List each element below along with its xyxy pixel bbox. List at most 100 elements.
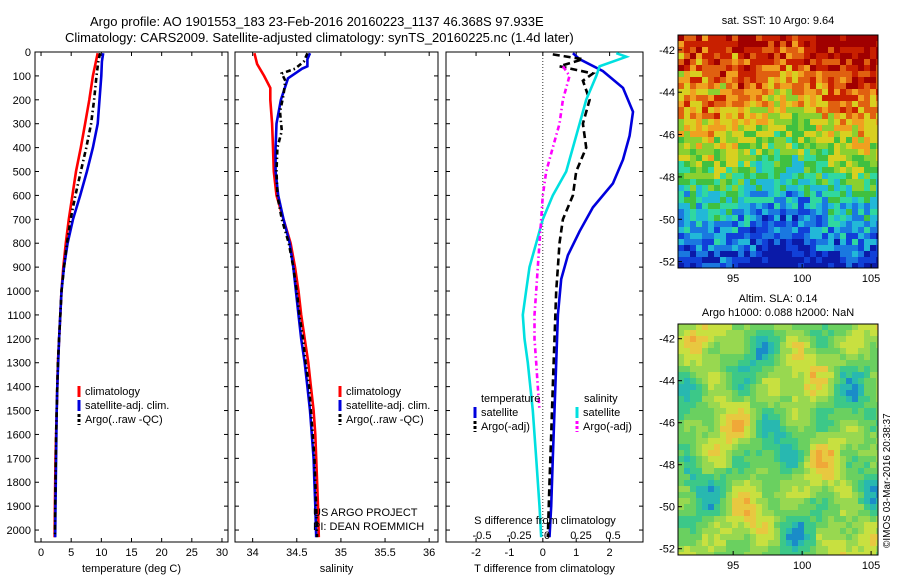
map-cell xyxy=(822,528,828,534)
map-cell xyxy=(798,444,804,450)
map-cell xyxy=(690,65,696,71)
map-cell xyxy=(744,390,750,396)
map-cell xyxy=(792,420,798,426)
map-cell xyxy=(708,71,714,77)
map-cell xyxy=(840,101,846,107)
map-cell xyxy=(870,131,876,137)
map-cell xyxy=(744,438,750,444)
map-cell xyxy=(714,101,720,107)
map-cell xyxy=(810,366,816,372)
map-cell xyxy=(708,342,714,348)
map-cell xyxy=(714,137,720,143)
map-cell xyxy=(858,35,864,41)
map-cell xyxy=(678,107,684,113)
map-cell xyxy=(696,221,702,227)
map-cell xyxy=(696,546,702,552)
map-cell xyxy=(792,510,798,516)
map-cell xyxy=(720,372,726,378)
map-cell xyxy=(786,330,792,336)
map-cell xyxy=(690,203,696,209)
map-cell xyxy=(768,384,774,390)
map-cell xyxy=(834,161,840,167)
map-cell xyxy=(678,257,684,263)
map-cell xyxy=(804,540,810,546)
map-cell xyxy=(852,113,858,119)
map-cell xyxy=(750,342,756,348)
map-cell xyxy=(840,354,846,360)
map-cell xyxy=(762,348,768,354)
map-cell xyxy=(768,65,774,71)
map-cell xyxy=(798,53,804,59)
map-cell xyxy=(858,360,864,366)
map-cell xyxy=(870,113,876,119)
x-tick-label: 15 xyxy=(125,547,137,559)
map-cell xyxy=(702,233,708,239)
map-cell xyxy=(828,143,834,149)
map-cell xyxy=(858,348,864,354)
map-cell xyxy=(702,197,708,203)
map-cell xyxy=(870,203,876,209)
map-cell xyxy=(804,233,810,239)
map-title: sat. SST: 10 Argo: 9.64 xyxy=(722,15,835,27)
map-cell xyxy=(702,59,708,65)
map-cell xyxy=(678,191,684,197)
map-cell xyxy=(816,89,822,95)
map-cell xyxy=(870,510,876,516)
map-cell xyxy=(708,552,714,555)
map-cell xyxy=(774,47,780,53)
map-cell xyxy=(714,420,720,426)
map-cell xyxy=(708,107,714,113)
map-cell xyxy=(780,89,786,95)
map-cell xyxy=(852,47,858,53)
map-cell xyxy=(756,197,762,203)
map-cell xyxy=(732,456,738,462)
map-cell xyxy=(852,330,858,336)
map-cell xyxy=(684,420,690,426)
map-cell xyxy=(720,155,726,161)
map-cell xyxy=(738,552,744,555)
map-cell xyxy=(852,336,858,342)
map-cell xyxy=(690,522,696,528)
map-cell xyxy=(726,137,732,143)
map-cell xyxy=(834,534,840,540)
map-cell xyxy=(690,137,696,143)
map-cell xyxy=(834,396,840,402)
map-cell xyxy=(780,486,786,492)
map-cell xyxy=(774,330,780,336)
map-cell xyxy=(702,227,708,233)
map-cell xyxy=(840,330,846,336)
map-cell xyxy=(786,462,792,468)
map-cell xyxy=(816,330,822,336)
map-cell xyxy=(732,354,738,360)
map-cell xyxy=(768,251,774,257)
map-cell xyxy=(708,137,714,143)
map-cell xyxy=(696,119,702,125)
map-cell xyxy=(798,396,804,402)
map-cell xyxy=(846,143,852,149)
map-cell xyxy=(792,372,798,378)
map-cell xyxy=(864,516,870,522)
map-cell xyxy=(684,468,690,474)
map-cell xyxy=(726,522,732,528)
map-cell xyxy=(846,336,852,342)
map-cell xyxy=(840,59,846,65)
map-cell xyxy=(732,450,738,456)
map-cell xyxy=(822,390,828,396)
map-cell xyxy=(786,41,792,47)
map-cell xyxy=(726,324,732,330)
map-cell xyxy=(720,324,726,330)
map-cell xyxy=(858,143,864,149)
map-cell xyxy=(822,119,828,125)
map-cell xyxy=(810,155,816,161)
map-cell xyxy=(690,263,696,268)
map-cell xyxy=(726,456,732,462)
map-cell xyxy=(858,420,864,426)
map-cell xyxy=(708,209,714,215)
map-cell xyxy=(852,119,858,125)
map-cell xyxy=(732,504,738,510)
map-cell xyxy=(834,426,840,432)
map-cell xyxy=(702,384,708,390)
map-cell xyxy=(774,510,780,516)
map-cell xyxy=(864,336,870,342)
